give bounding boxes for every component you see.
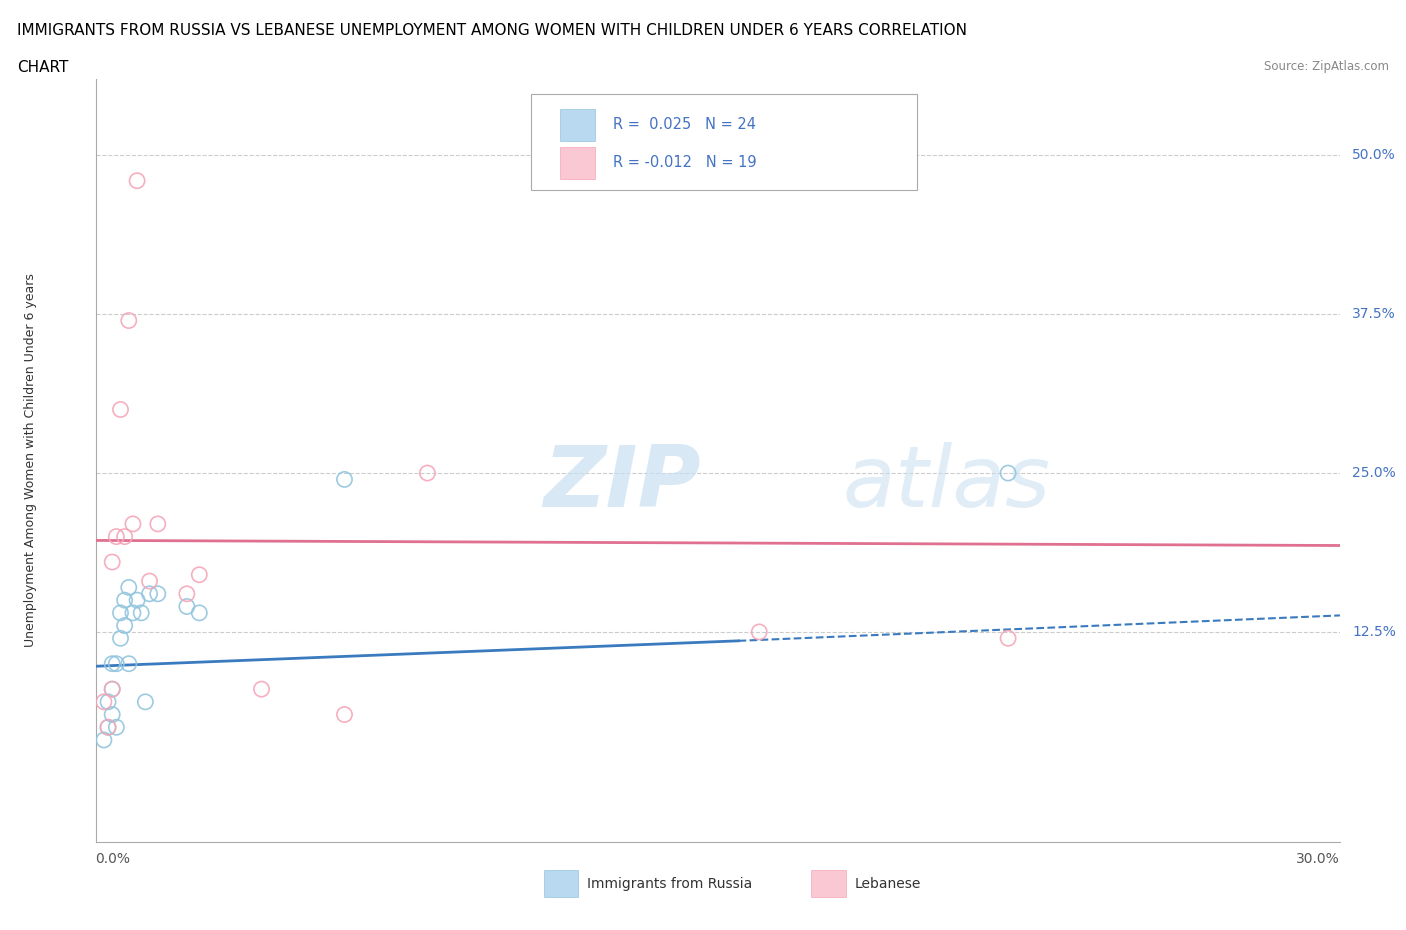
Point: [93, 733, 115, 748]
Text: 50.0%: 50.0%: [1353, 148, 1396, 163]
Point: [101, 682, 124, 697]
Text: 0.0%: 0.0%: [96, 852, 131, 866]
Point: [333, 707, 356, 722]
Point: [101, 554, 124, 569]
FancyBboxPatch shape: [811, 870, 846, 897]
Text: Lebanese: Lebanese: [855, 877, 921, 891]
Point: [101, 707, 124, 722]
Text: Unemployment Among Women with Children Under 6 years: Unemployment Among Women with Children U…: [24, 273, 38, 647]
Point: [134, 695, 156, 710]
Text: Immigrants from Russia: Immigrants from Russia: [588, 877, 752, 891]
Point: [110, 402, 132, 417]
Point: [146, 516, 169, 531]
Text: atlas: atlas: [842, 442, 1050, 525]
Point: [114, 618, 136, 633]
FancyBboxPatch shape: [560, 109, 595, 140]
Point: [129, 605, 152, 620]
Text: ZIP: ZIP: [544, 442, 702, 525]
Point: [122, 516, 145, 531]
FancyBboxPatch shape: [531, 94, 917, 190]
Text: R = -0.012   N = 19: R = -0.012 N = 19: [613, 155, 756, 170]
Point: [101, 657, 124, 671]
FancyBboxPatch shape: [544, 870, 578, 897]
Text: CHART: CHART: [17, 60, 69, 75]
Point: [97, 720, 120, 735]
Point: [97, 695, 120, 710]
Point: [748, 625, 770, 640]
Point: [105, 657, 128, 671]
Text: Source: ZipAtlas.com: Source: ZipAtlas.com: [1264, 60, 1389, 73]
Point: [122, 605, 145, 620]
Point: [250, 682, 273, 697]
Point: [114, 529, 136, 544]
Point: [416, 466, 439, 481]
Point: [114, 592, 136, 607]
Text: 37.5%: 37.5%: [1353, 307, 1396, 321]
Point: [997, 631, 1019, 645]
Text: R =  0.025   N = 24: R = 0.025 N = 24: [613, 117, 756, 132]
Text: 12.5%: 12.5%: [1353, 625, 1396, 639]
Text: 25.0%: 25.0%: [1353, 466, 1396, 480]
Point: [188, 605, 211, 620]
Point: [176, 599, 198, 614]
Point: [118, 580, 141, 595]
Point: [138, 587, 160, 602]
Point: [118, 657, 141, 671]
Point: [118, 313, 141, 328]
Point: [110, 605, 132, 620]
Point: [146, 587, 169, 602]
Point: [333, 472, 356, 487]
Point: [93, 695, 115, 710]
Point: [997, 466, 1019, 481]
FancyBboxPatch shape: [560, 147, 595, 179]
Point: [101, 682, 124, 697]
Point: [188, 567, 211, 582]
Point: [138, 574, 160, 589]
Text: IMMIGRANTS FROM RUSSIA VS LEBANESE UNEMPLOYMENT AMONG WOMEN WITH CHILDREN UNDER : IMMIGRANTS FROM RUSSIA VS LEBANESE UNEMP…: [17, 23, 967, 38]
Point: [127, 173, 149, 188]
Point: [105, 720, 128, 735]
Point: [176, 587, 198, 602]
Point: [110, 631, 132, 645]
Point: [97, 720, 120, 735]
Text: 30.0%: 30.0%: [1296, 852, 1340, 866]
Point: [127, 592, 149, 607]
Point: [105, 529, 128, 544]
